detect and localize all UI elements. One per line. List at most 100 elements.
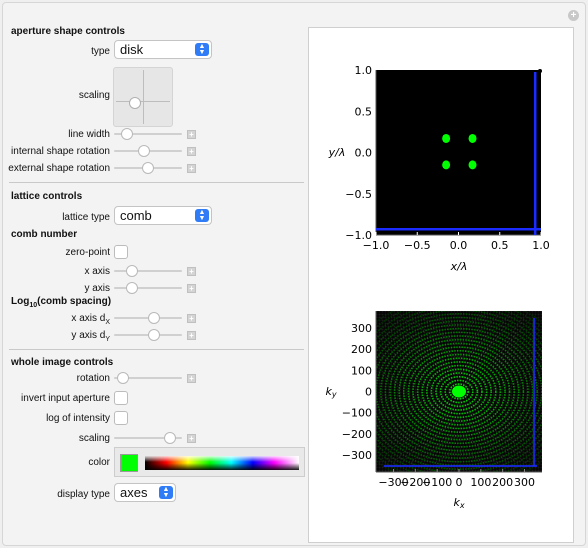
divider [9, 182, 304, 183]
ky-tick-label: −300 [342, 449, 372, 462]
intensity-ring [449, 383, 470, 400]
ky-axis-label: ky [325, 385, 336, 399]
aperture-plot-area [376, 70, 541, 235]
x-tick-label: 0.0 [450, 239, 468, 252]
section-title-lattice: lattice controls [11, 191, 83, 202]
spacing-dx-thumb[interactable] [148, 312, 160, 324]
chevron-updown-icon: ▲ ▼ [195, 43, 209, 56]
plus-square-icon[interactable]: + [187, 284, 196, 293]
color-picker[interactable] [114, 447, 305, 477]
kx-tick-label: −200 [400, 476, 430, 489]
rotation-label: rotation [76, 373, 110, 384]
ky-tick-label: 300 [351, 322, 372, 335]
corner-marker [538, 69, 542, 73]
plus-square-icon[interactable]: + [187, 147, 196, 156]
intensity-ring [384, 331, 534, 452]
comb-x-axis-slider[interactable] [114, 265, 182, 277]
lattice-type-popup[interactable]: comb ▲ ▼ [114, 206, 212, 225]
type-label: type [91, 46, 110, 57]
central-peak [452, 385, 466, 398]
comb-y-axis-slider[interactable] [114, 282, 182, 294]
y-tick-label: 0.0 [355, 147, 373, 160]
plus-square-icon[interactable]: + [187, 267, 196, 276]
zero-point-checkbox[interactable] [114, 245, 128, 259]
type-popup[interactable]: disk ▲ ▼ [114, 40, 212, 59]
section-title-whole-image: whole image controls [11, 357, 114, 368]
plus-square-icon[interactable]: + [187, 331, 196, 340]
intensity-ring [407, 349, 511, 433]
internal-rotation-thumb[interactable] [138, 145, 150, 157]
aperture-point-0 [442, 133, 451, 143]
line-width-slider[interactable] [114, 128, 182, 140]
spacing-dx-label: x axis dX [71, 313, 110, 326]
ky-tick-label: −100 [342, 407, 372, 420]
comb-x-axis-thumb[interactable] [126, 265, 138, 277]
line-width-label: line width [68, 129, 110, 140]
rotation-slider[interactable] [114, 372, 182, 384]
ky-tick-label: 100 [351, 364, 372, 377]
color-swatch[interactable] [120, 454, 138, 472]
external-rotation-thumb[interactable] [142, 162, 154, 174]
external-rotation-slider[interactable] [114, 162, 182, 174]
invert-aperture-checkbox[interactable] [114, 391, 128, 405]
y-axis-label: y/λ [328, 146, 346, 159]
internal-rotation-slider[interactable] [114, 145, 182, 157]
intensity-ring [426, 364, 493, 419]
display-type-popup[interactable]: axes ▲ ▼ [114, 483, 176, 502]
spacing-dy-label: y axis dY [71, 330, 110, 343]
chevron-updown-icon: ▲ ▼ [159, 486, 173, 499]
plus-square-icon[interactable]: + [187, 314, 196, 323]
lattice-type-value: comb [120, 208, 152, 223]
whole-scaling-slider[interactable] [114, 432, 182, 444]
scaling-label: scaling [78, 90, 110, 101]
invert-aperture-label: invert input aperture [21, 393, 110, 404]
zero-point-label: zero-point [65, 247, 110, 258]
aperture-point-2 [442, 160, 451, 170]
intensity-ring [376, 313, 542, 470]
kx-tick-label: −300 [378, 476, 408, 489]
intensity-ring [439, 375, 479, 408]
x-tick-label: −1.0 [363, 239, 390, 252]
aperture-point-1 [468, 133, 477, 143]
plus-square-icon[interactable]: + [187, 164, 196, 173]
intensity-ring [403, 346, 516, 437]
spacing-dy-slider[interactable] [114, 329, 182, 341]
plus-square-icon[interactable]: + [187, 434, 196, 443]
scaling-2d-slider[interactable] [113, 67, 173, 127]
spacing-dy-thumb[interactable] [148, 329, 160, 341]
type-popup-value: disk [120, 42, 144, 57]
x-tick-label: 0.5 [491, 239, 509, 252]
kx-tick-label: 0 [456, 476, 463, 489]
comb-spacing-title: Log10(comb spacing) [11, 296, 112, 309]
intensity-ring [416, 357, 502, 426]
ky-tick-label: 200 [351, 343, 372, 356]
display-type-label: display type [57, 489, 110, 500]
intensity-ring [421, 361, 497, 422]
external-rotation-label: external shape rotation [8, 163, 110, 174]
display-type-value: axes [120, 485, 148, 500]
comb-y-axis-thumb[interactable] [126, 282, 138, 294]
ky-tick-label: −200 [342, 428, 372, 441]
scaling-2d-handle[interactable] [129, 97, 141, 109]
color-gradient[interactable] [145, 456, 299, 470]
comb-x-axis-label: x axis [84, 266, 110, 277]
intensity-ring [389, 335, 529, 448]
whole-scaling-thumb[interactable] [164, 432, 176, 444]
rotation-thumb[interactable] [117, 372, 129, 384]
output-graphics: −1.0 −0.5 0.0 0.5 1.0 −1.0−0.50.00.51.0 x/λ … [325, 64, 550, 510]
log-intensity-checkbox[interactable] [114, 411, 128, 425]
kx-tick-label: 200 [492, 476, 513, 489]
chevron-updown-icon: ▲ ▼ [195, 209, 209, 222]
plus-square-icon[interactable]: + [187, 374, 196, 383]
x-tick-label: 1.0 [532, 239, 550, 252]
y-tick-label: −1.0 [345, 229, 372, 242]
line-width-thumb[interactable] [121, 128, 133, 140]
x-tick-label: −0.5 [404, 239, 431, 252]
kx-axis-label: kx [453, 496, 464, 510]
plus-square-icon[interactable]: + [187, 130, 196, 139]
spacing-dx-slider[interactable] [114, 312, 182, 324]
intensity-ring [430, 368, 488, 415]
plus-circle-icon[interactable]: + [568, 10, 579, 21]
lattice-type-label: lattice type [62, 212, 110, 223]
